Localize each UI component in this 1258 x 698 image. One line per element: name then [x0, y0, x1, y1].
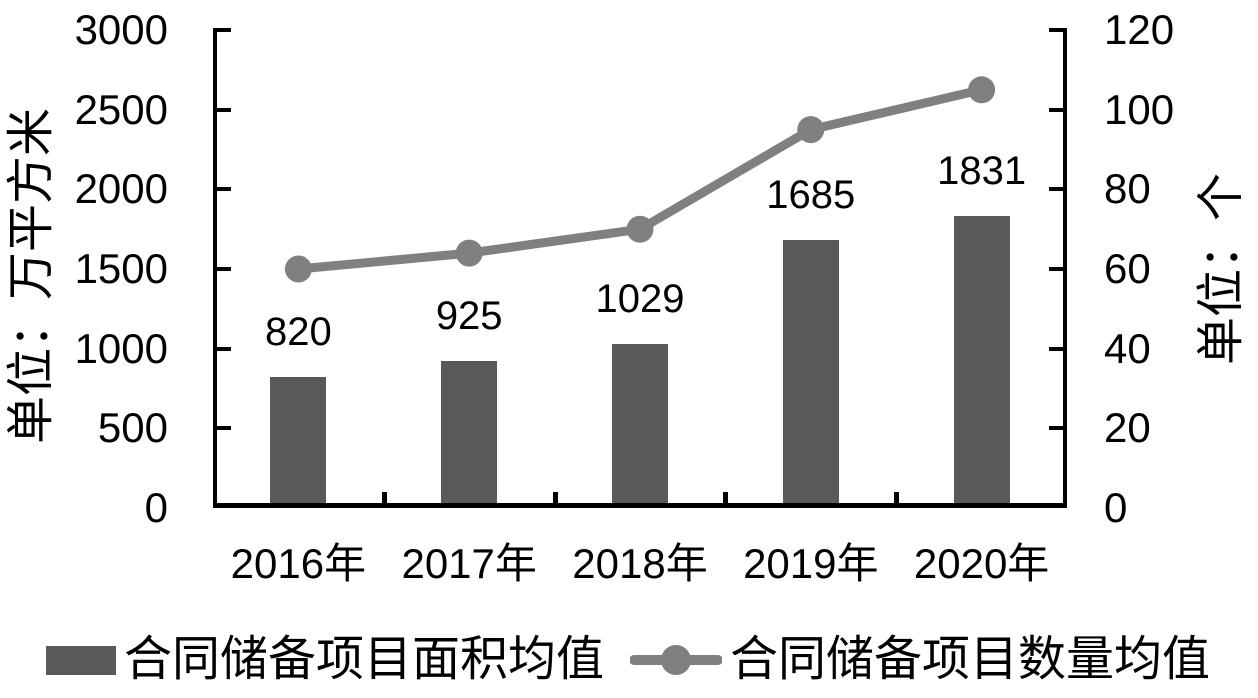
left-axis-tick-mark — [213, 28, 231, 32]
legend-item-line-series: 合同储备项目数量均值 — [630, 632, 1210, 688]
right-axis-tick-label: 0 — [1104, 484, 1128, 531]
right-axis-line — [1063, 30, 1067, 508]
legend-line-series-label: 合同储备项目数量均值 — [730, 633, 1211, 686]
left-axis-tick-mark — [213, 267, 231, 271]
x-axis-tick-mark — [552, 492, 558, 508]
right-axis-tick-label: 80 — [1104, 165, 1151, 213]
bar-2016年 — [270, 377, 327, 508]
right-axis-tick-label: 60 — [1104, 245, 1151, 292]
x-axis-tick-mark — [723, 492, 729, 508]
bar-2019年 — [782, 239, 839, 508]
bar-2017年 — [441, 360, 498, 508]
bar-value-label: 820 — [265, 310, 332, 355]
line-point-2019年 — [797, 116, 825, 144]
bar-value-label: 925 — [435, 293, 503, 338]
right-axis-tick-mark — [1049, 267, 1067, 271]
right-axis-tick-label: 120 — [1104, 6, 1175, 53]
line-point-2018年 — [626, 215, 654, 243]
line-series-layer — [284, 76, 996, 283]
right-axis-title: 单位：个 — [1195, 173, 1248, 366]
left-axis-tick-label: 2000 — [74, 165, 168, 213]
right-axis-tick-mark — [1049, 346, 1067, 351]
left-axis-tick-label: 2500 — [74, 85, 168, 133]
left-axis-tick-label: 0 — [144, 484, 168, 531]
x-axis-label-2018年: 2018年 — [572, 540, 708, 587]
left-axis-tick-label: 1500 — [74, 245, 168, 292]
right-axis-tick-mark — [1049, 187, 1067, 192]
right-axis-tick-label: 40 — [1104, 324, 1151, 372]
legend-bar-series-label: 合同储备项目面积均值 — [124, 633, 605, 686]
left-axis-tick-mark — [213, 187, 231, 192]
line-series-swatch-icon — [630, 645, 723, 675]
bar-2020年 — [953, 216, 1010, 508]
x-axis-label-2020年: 2020年 — [913, 540, 1050, 587]
x-axis-tick-mark — [381, 492, 387, 508]
x-axis-tick-mark — [894, 492, 900, 508]
left-axis-tick-label: 1000 — [74, 324, 168, 372]
left-axis-tick-label: 500 — [97, 404, 168, 452]
left-axis-tick-mark — [213, 426, 231, 431]
left-axis-line — [213, 30, 217, 508]
right-axis-tick-mark — [1049, 28, 1067, 32]
right-axis-tick-mark — [1049, 107, 1067, 112]
left-axis-tick-mark — [213, 107, 231, 112]
right-axis-tick-label: 100 — [1104, 85, 1175, 133]
bar-value-label: 1685 — [766, 172, 856, 217]
legend: 合同储备项目面积均值 合同储备项目数量均值 — [46, 630, 1210, 690]
x-axis-label-2017年: 2017年 — [401, 540, 537, 587]
x-axis-line — [213, 503, 1067, 508]
left-axis-tick-mark — [213, 346, 231, 351]
right-axis-tick-mark — [1049, 426, 1067, 431]
bar-2018年 — [612, 344, 668, 508]
x-axis-label-2019年: 2019年 — [743, 540, 879, 587]
x-axis-label-2016年: 2016年 — [230, 540, 367, 587]
bar-value-label: 1029 — [595, 277, 685, 322]
legend-item-bar-series: 合同储备项目面积均值 — [46, 632, 604, 688]
line-point-2016年 — [284, 255, 312, 283]
line-point-2020年 — [968, 76, 996, 104]
left-axis-tick-label: 3000 — [74, 6, 168, 53]
plot-area: 820 925 1029 1685 1831 — [213, 28, 1067, 508]
right-axis-tick-label: 20 — [1104, 404, 1151, 452]
line-point-2017年 — [455, 239, 483, 267]
bar-series-swatch-icon — [46, 645, 116, 675]
bar-value-label: 1831 — [937, 149, 1027, 194]
